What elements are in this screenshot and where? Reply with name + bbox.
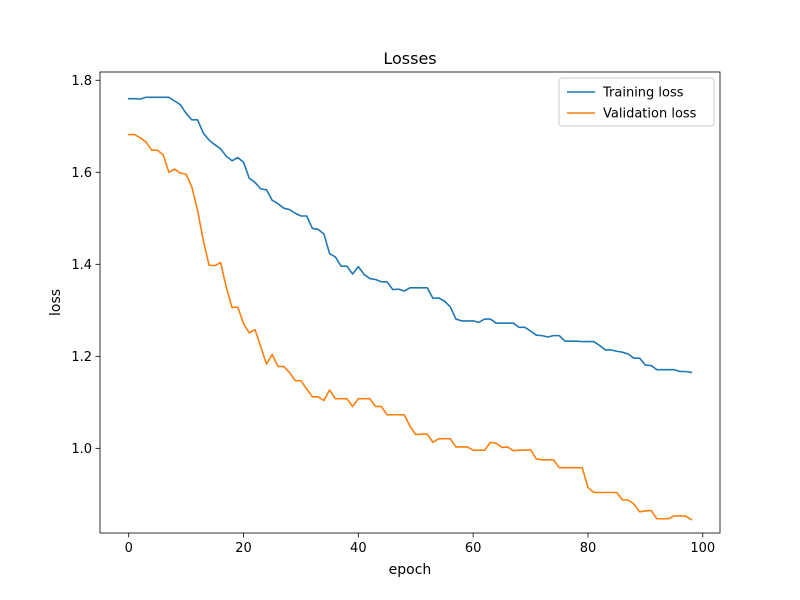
axes-frame: [99, 71, 721, 534]
x-tick-label: 60: [465, 541, 482, 556]
x-tick-label: 20: [235, 541, 252, 556]
y-tick-label: 1.6: [71, 166, 92, 181]
y-tick-label: 1.4: [71, 258, 92, 273]
legend-label: Validation loss: [603, 107, 697, 122]
x-tick-label: 80: [580, 541, 597, 556]
legend: Training loss Validation loss: [558, 77, 715, 127]
y-tick-label: 1.8: [71, 74, 92, 89]
series-line-training-loss: [127, 96, 693, 374]
x-axis-ticks: 0 20 40 60 80 100: [125, 533, 715, 556]
y-tick-label: 1.2: [71, 350, 92, 365]
x-tick-label: 40: [350, 541, 367, 556]
y-tick-label: 1.0: [71, 442, 92, 457]
chart-title: Losses: [383, 49, 436, 68]
x-tick-label: 100: [690, 541, 715, 556]
series-line-validation-loss: [127, 133, 693, 521]
series-lines: [127, 96, 693, 521]
x-axis-label: epoch: [389, 562, 432, 578]
x-tick-label: 0: [125, 541, 133, 556]
legend-label: Training loss: [602, 86, 684, 101]
y-axis-ticks: 1.0 1.2 1.4 1.6 1.8: [71, 74, 100, 457]
legend-box: [558, 77, 715, 127]
y-axis-label: loss: [48, 289, 64, 316]
